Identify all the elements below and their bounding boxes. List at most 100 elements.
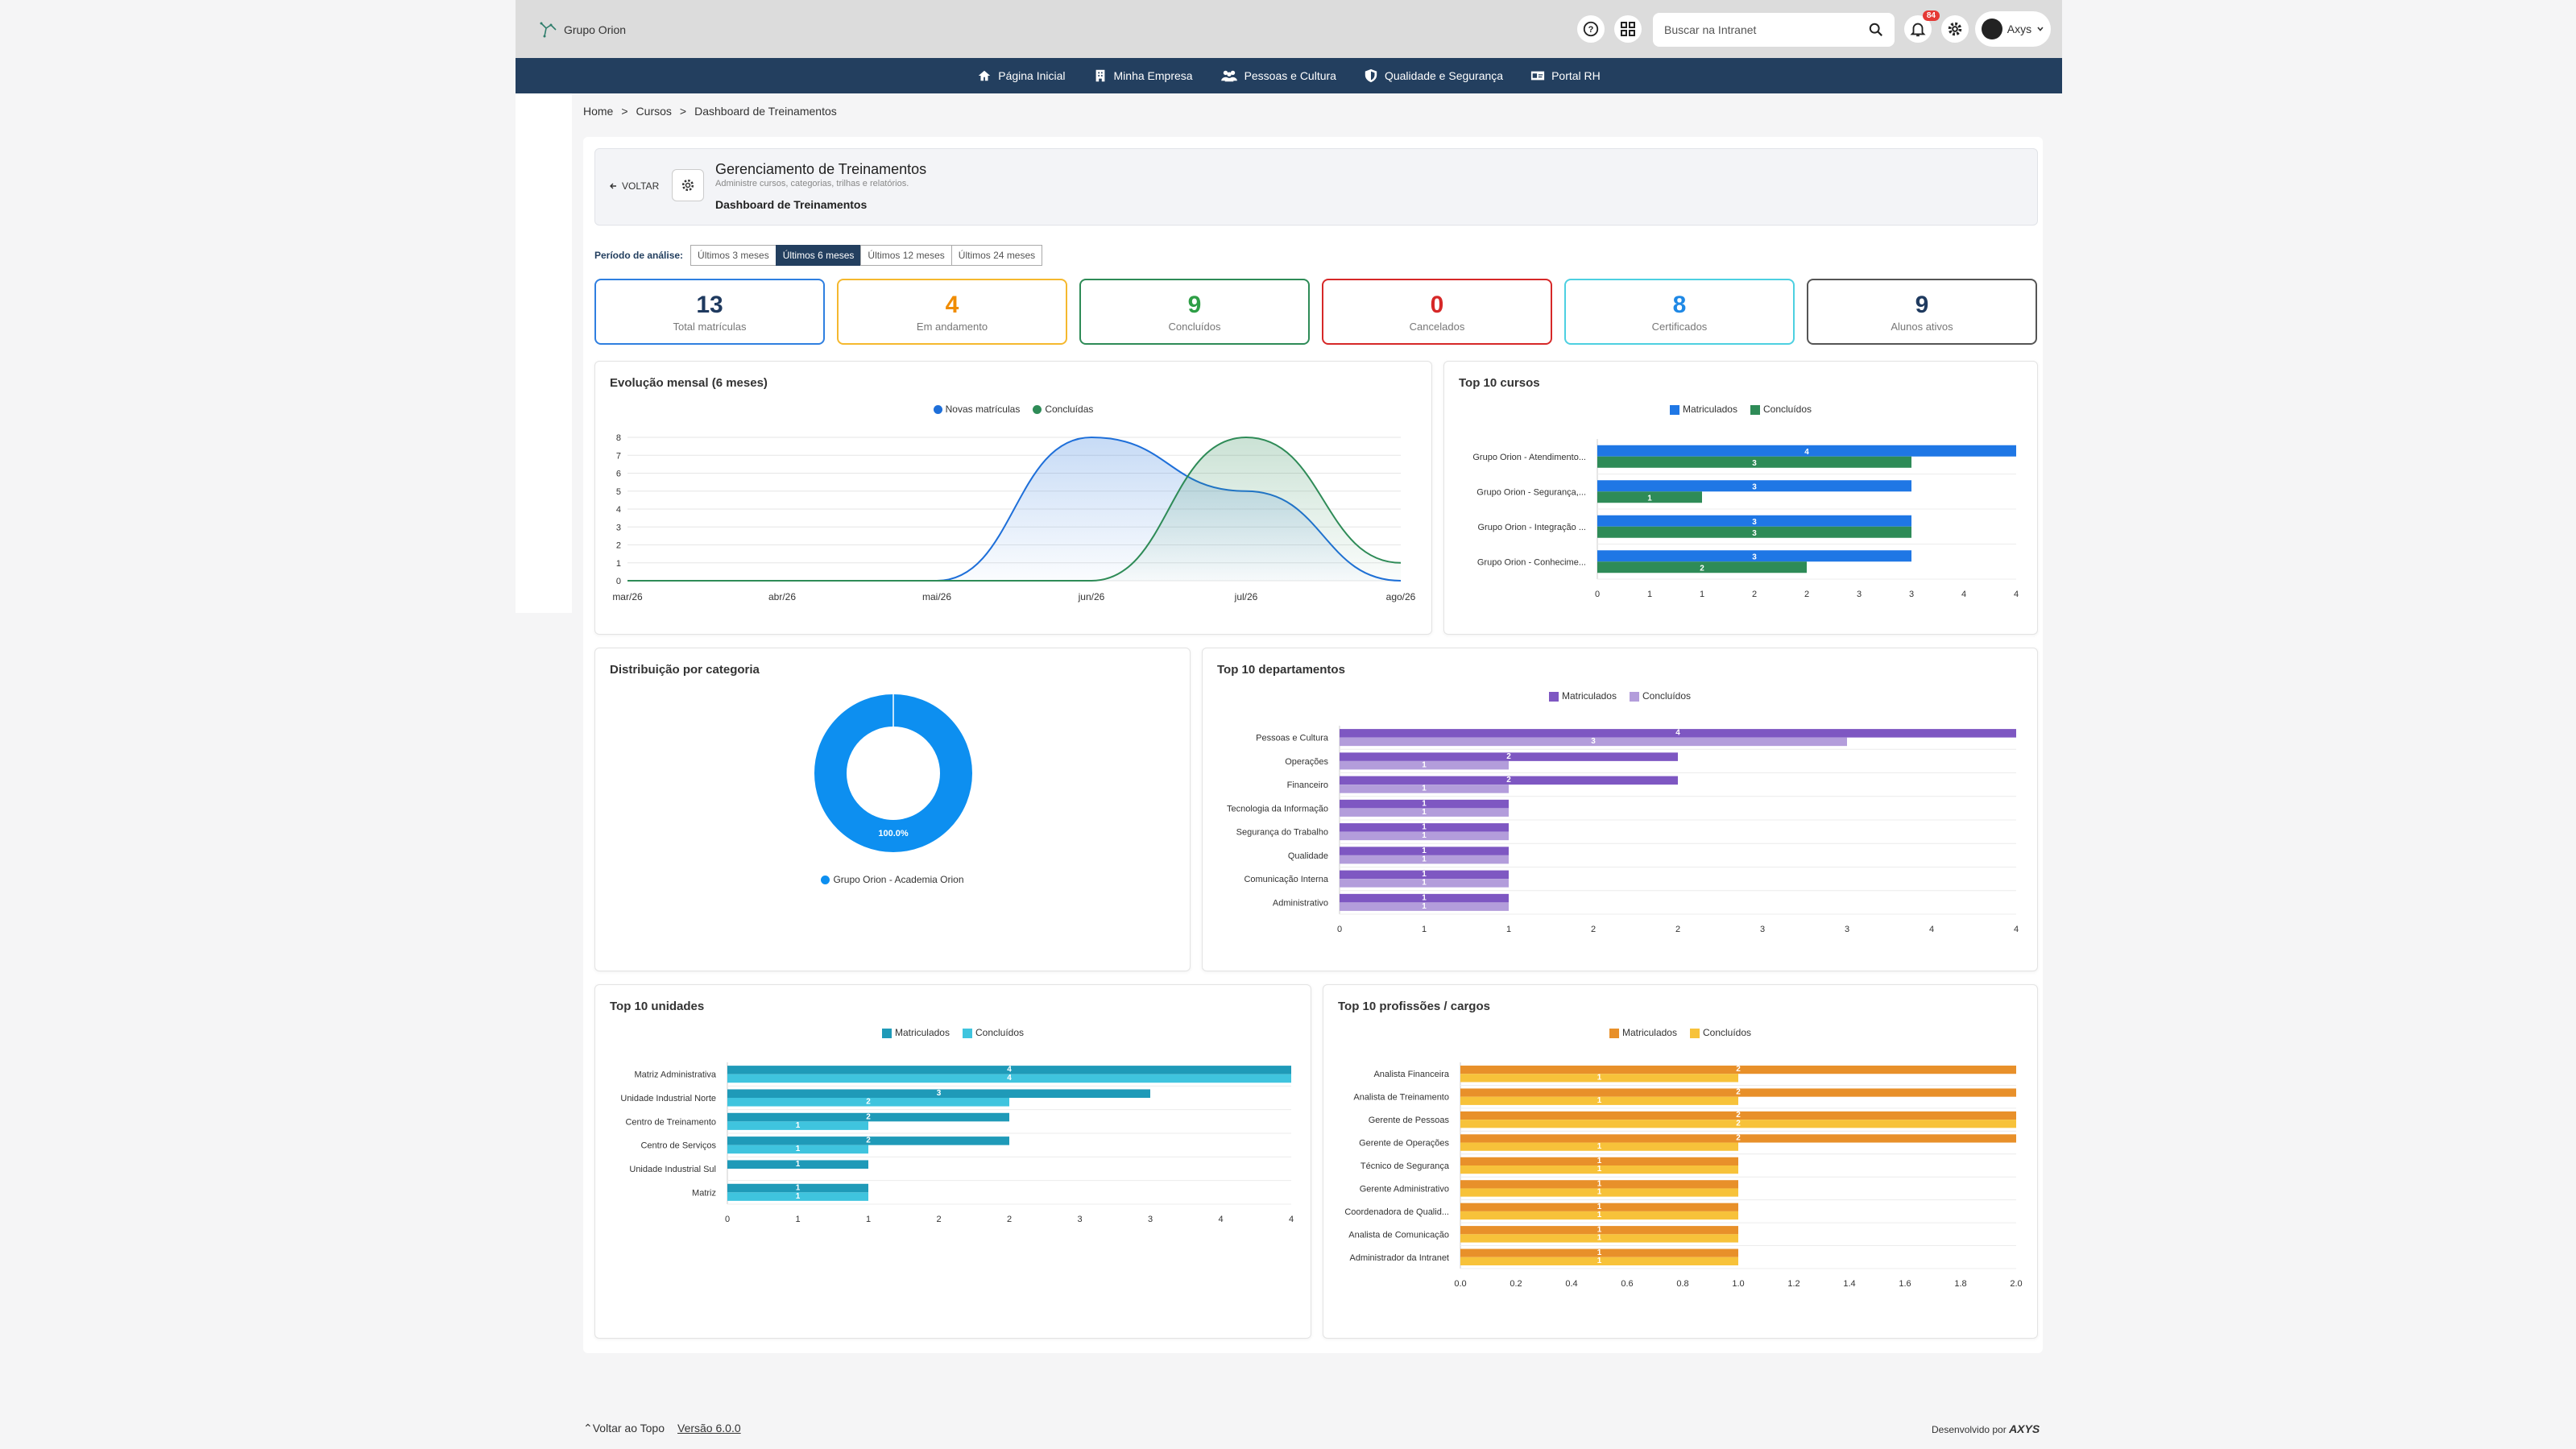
- bar-value-label: 1: [1422, 823, 1427, 832]
- x-tick-label: mar/26: [612, 591, 643, 602]
- legend-item[interactable]: Novas matrículas: [933, 404, 1020, 415]
- settings-button[interactable]: [1941, 15, 1969, 43]
- back-label: VOLTAR: [622, 180, 660, 192]
- stat-value: 13: [696, 292, 723, 318]
- x-tick-label: 2.0: [2010, 1279, 2022, 1289]
- nav-label: Minha Empresa: [1113, 69, 1193, 82]
- y-category-label: Operações: [1285, 757, 1328, 767]
- search-input[interactable]: Buscar na Intranet: [1653, 13, 1895, 47]
- search-placeholder: Buscar na Intranet: [1664, 23, 1757, 36]
- legend-item[interactable]: Concluídos: [1629, 690, 1691, 702]
- bar: [1460, 1234, 1738, 1243]
- bar: [1460, 1157, 1738, 1165]
- bar: [1460, 1226, 1738, 1235]
- nav-qualidade-e-seguranca[interactable]: Qualidade e Segurança: [1364, 68, 1503, 83]
- search-icon[interactable]: [1869, 23, 1883, 37]
- x-tick-label: 3: [1760, 925, 1765, 934]
- bar-value-label: 1: [1597, 1179, 1602, 1188]
- stat-card: 13 Total matrículas: [594, 279, 825, 345]
- x-tick-label: 0.8: [1676, 1279, 1688, 1289]
- legend-item[interactable]: Matriculados: [1669, 404, 1737, 415]
- legend-item[interactable]: Matriculados: [1548, 690, 1617, 702]
- nav-label: Portal RH: [1551, 69, 1601, 82]
- period-24-months[interactable]: Últimos 24 meses: [950, 245, 1043, 266]
- bar-value-label: 3: [1752, 459, 1757, 468]
- y-category-label: Coordenadora de Qualid...: [1344, 1207, 1449, 1217]
- bar-value-label: 1: [1597, 1142, 1602, 1151]
- x-tick-label: ago/26: [1386, 591, 1416, 602]
- bar-value-label: 1: [1422, 893, 1427, 902]
- user-name: Axys: [2007, 23, 2032, 35]
- legend-item[interactable]: Concluídos: [1689, 1027, 1751, 1038]
- shield-icon: [1365, 68, 1377, 83]
- logo[interactable]: Grupo Orion: [540, 18, 626, 42]
- nav-portal-rh[interactable]: Portal RH: [1530, 68, 1601, 83]
- bar: [1460, 1165, 1738, 1174]
- bar: [727, 1112, 1009, 1122]
- x-tick-label: 2: [1007, 1215, 1012, 1224]
- bar: [1340, 831, 1509, 841]
- avatar: [1982, 19, 2002, 39]
- legend-item[interactable]: Concluídas: [1033, 404, 1093, 415]
- legend-item[interactable]: Concluídos: [962, 1027, 1024, 1038]
- nav-pagina-inicial[interactable]: Página Inicial: [977, 68, 1066, 83]
- bar-value-label: 2: [1506, 752, 1511, 761]
- user-menu[interactable]: Axys: [1975, 11, 2051, 47]
- stat-card: 4 Em andamento: [837, 279, 1067, 345]
- current-section: Dashboard de Treinamentos: [715, 198, 868, 211]
- back-button[interactable]: VOLTAR: [609, 180, 659, 192]
- bar-value-label: 1: [1422, 760, 1427, 769]
- x-tick-label: 1.0: [1732, 1279, 1744, 1289]
- breadcrumb-home[interactable]: Home: [583, 105, 614, 118]
- legend-item[interactable]: Matriculados: [881, 1027, 950, 1038]
- bar: [727, 1089, 1150, 1098]
- legend-item[interactable]: Concluídos: [1750, 404, 1812, 415]
- top-cursos-chart: 0 1 1 2 2 3 3 4 4 Grupo Orion - Atendimento... 4 3 G…: [1472, 439, 2019, 599]
- back-to-top-link[interactable]: ⌃Voltar ao Topo: [583, 1422, 665, 1435]
- x-tick-label: 2: [1591, 925, 1596, 934]
- stat-value: 4: [945, 292, 959, 318]
- stat-label: Em andamento: [916, 321, 988, 333]
- bar-value-label: 1: [796, 1183, 801, 1192]
- bar: [1340, 902, 1509, 911]
- notifications-button[interactable]: 84: [1904, 10, 1940, 43]
- breadcrumb-cursos[interactable]: Cursos: [636, 105, 672, 118]
- notification-badge: 84: [1922, 10, 1940, 21]
- period-6-months[interactable]: Últimos 6 meses: [775, 245, 862, 266]
- bar: [1340, 760, 1509, 770]
- bar: [727, 1160, 868, 1169]
- x-tick-label: 0: [1337, 925, 1342, 934]
- bar-value-label: 1: [1422, 855, 1427, 863]
- bar: [1340, 879, 1509, 888]
- bar: [1340, 799, 1509, 809]
- legend-item[interactable]: Matriculados: [1609, 1027, 1677, 1038]
- x-tick-label: 3: [1148, 1215, 1153, 1224]
- y-category-label: Grupo Orion - Atendimento...: [1472, 453, 1586, 462]
- apps-grid-icon[interactable]: [1614, 15, 1642, 43]
- settings-gear-button[interactable]: [672, 169, 704, 201]
- bar: [1340, 752, 1678, 761]
- version-link[interactable]: Versão 6.0.0: [677, 1422, 741, 1435]
- bar-value-label: 2: [1736, 1134, 1741, 1143]
- pie-slice: [814, 694, 972, 852]
- x-tick-label: 4: [2014, 590, 2019, 599]
- nav-pessoas-e-cultura[interactable]: Pessoas e Cultura: [1220, 68, 1336, 83]
- bar-value-label: 1: [1422, 847, 1427, 855]
- bar: [727, 1098, 1009, 1107]
- bar: [727, 1074, 1291, 1083]
- nav-minha-empresa[interactable]: Minha Empresa: [1093, 68, 1193, 83]
- help-icon[interactable]: ?: [1577, 15, 1605, 43]
- period-12-months[interactable]: Últimos 12 meses: [860, 245, 952, 266]
- bar-value-label: 2: [1700, 564, 1704, 573]
- period-3-months[interactable]: Últimos 3 meses: [690, 245, 777, 266]
- slice-value-label: 100.0%: [878, 829, 909, 838]
- legend-item[interactable]: Grupo Orion - Academia Orion: [821, 874, 964, 885]
- y-category-label: Administrador da Intranet: [1349, 1253, 1449, 1263]
- bar-value-label: 4: [1007, 1066, 1012, 1074]
- developed-by-label: Desenvolvido por: [1932, 1424, 2007, 1435]
- page-header: [594, 148, 2038, 226]
- bar-value-label: 1: [1422, 831, 1427, 840]
- bar: [1340, 776, 1678, 785]
- y-tick-label: 2: [616, 541, 621, 551]
